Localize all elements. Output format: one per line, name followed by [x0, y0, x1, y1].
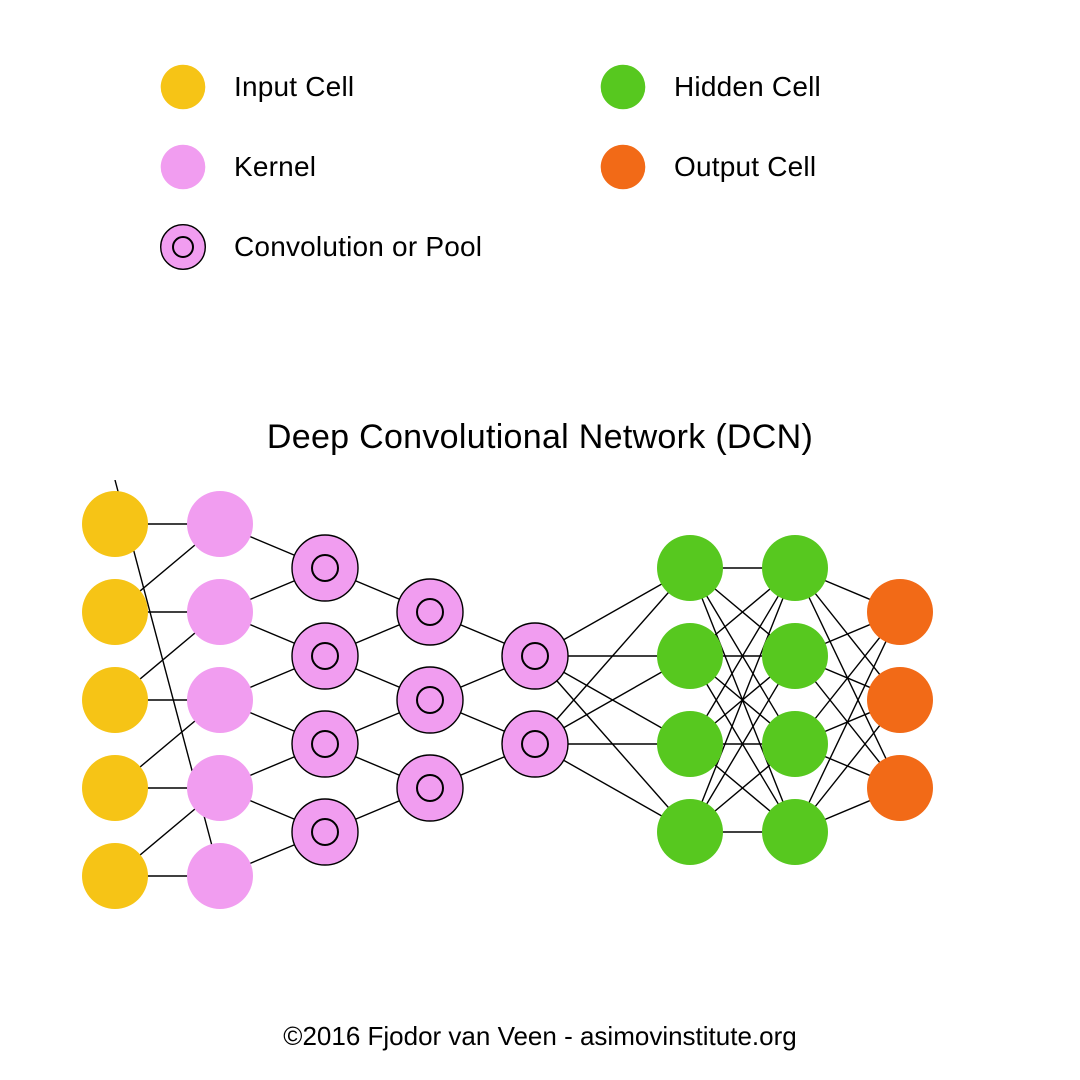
- input-node: [82, 491, 148, 557]
- output-swatch-icon: [600, 144, 646, 190]
- kernel-node: [187, 667, 253, 733]
- legend-swatch: [160, 64, 206, 110]
- input-swatch-icon: [160, 64, 206, 110]
- conv-node: [292, 623, 358, 689]
- legend-swatch: [160, 224, 206, 270]
- hidden-node: [762, 799, 828, 865]
- legend-item: Hidden Cell: [600, 60, 821, 114]
- conv-node: [292, 711, 358, 777]
- hidden-node: [762, 711, 828, 777]
- conv-node: [502, 623, 568, 689]
- hidden-node: [762, 535, 828, 601]
- output-node: [867, 755, 933, 821]
- network-svg: [70, 480, 1010, 920]
- hidden-node: [657, 535, 723, 601]
- legend-label: Output Cell: [674, 151, 816, 183]
- hidden-node: [657, 623, 723, 689]
- conv-node: [502, 711, 568, 777]
- conv-swatch-icon: [160, 224, 206, 270]
- input-node: [82, 843, 148, 909]
- legend-item: Convolution or Pool: [160, 220, 482, 274]
- legend-label: Kernel: [234, 151, 316, 183]
- kernel-node: [187, 491, 253, 557]
- diagram-title: Deep Convolutional Network (DCN): [0, 418, 1080, 457]
- input-node: [82, 579, 148, 645]
- legend-item: Input Cell: [160, 60, 482, 114]
- legend-swatch: [600, 64, 646, 110]
- hidden-node: [657, 711, 723, 777]
- kernel-swatch-icon: [160, 144, 206, 190]
- kernel-node: [187, 843, 253, 909]
- input-node: [82, 667, 148, 733]
- legend-label: Input Cell: [234, 71, 354, 103]
- hidden-node: [657, 799, 723, 865]
- nodes-group: [82, 491, 933, 909]
- legend-item: Output Cell: [600, 140, 821, 194]
- output-node: [867, 667, 933, 733]
- network-diagram: [70, 480, 1010, 920]
- output-node: [867, 579, 933, 645]
- conv-node: [397, 667, 463, 733]
- legend-col-right: Hidden Cell Output Cell: [600, 60, 821, 220]
- kernel-node: [187, 579, 253, 645]
- conv-node: [292, 799, 358, 865]
- legend-col-left: Input Cell Kernel Convolution or Pool: [160, 60, 482, 300]
- page: Input Cell Kernel Convolution or Pool Hidd…: [0, 0, 1080, 1080]
- conv-node: [397, 579, 463, 645]
- legend-label: Hidden Cell: [674, 71, 821, 103]
- legend-label: Convolution or Pool: [234, 231, 482, 263]
- credit-line: ©2016 Fjodor van Veen - asimovinstitute.…: [0, 1021, 1080, 1052]
- conv-node: [397, 755, 463, 821]
- kernel-node: [187, 755, 253, 821]
- conv-node: [292, 535, 358, 601]
- input-node: [82, 755, 148, 821]
- hidden-swatch-icon: [600, 64, 646, 110]
- legend-item: Kernel: [160, 140, 482, 194]
- hidden-node: [762, 623, 828, 689]
- legend-swatch: [160, 144, 206, 190]
- legend-swatch: [600, 144, 646, 190]
